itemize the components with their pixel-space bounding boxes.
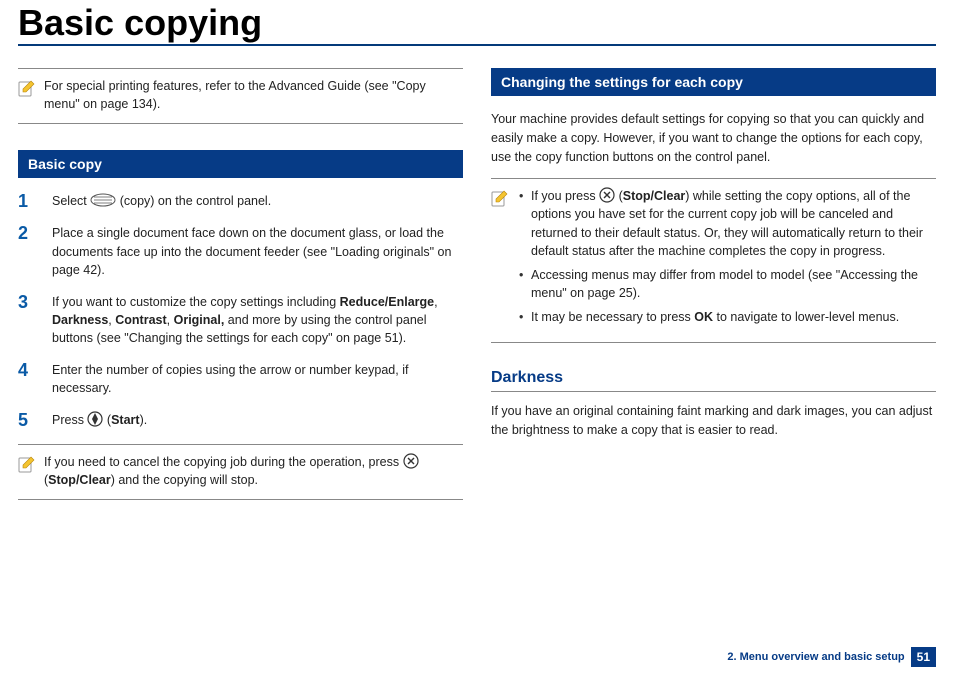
note-text-part: (Stop/Clear) and the copying will stop. [44,473,258,487]
page-footer: 2. Menu overview and basic setup 51 [727,647,936,667]
left-column: For special printing features, refer to … [18,68,463,500]
step-body: Select (copy) on the control panel. [52,192,463,210]
note-icon [18,79,36,97]
step-number: 5 [18,411,38,429]
chapter-label: 2. Menu overview and basic setup [727,651,904,663]
note-item: If you press (Stop/Clear) while setting … [517,187,936,260]
step: 5 Press (Start). [18,411,463,429]
note-item-text: If you press [531,189,599,203]
step-number: 3 [18,293,38,347]
step-body: If you want to customize the copy settin… [52,293,463,347]
note-text: For special printing features, refer to … [44,77,463,113]
note-icon [18,455,36,473]
subhead-darkness: Darkness [491,369,936,392]
step-body: Enter the number of copies using the arr… [52,361,463,397]
step-text: Press [52,413,87,427]
darkness-paragraph: If you have an original containing faint… [491,402,936,440]
note-item: Accessing menus may differ from model to… [517,266,936,302]
copy-icon [90,193,116,207]
step: 2 Place a single document face down on t… [18,224,463,278]
note-top: For special printing features, refer to … [18,68,463,124]
step-number: 1 [18,192,38,210]
step-text: Select [52,194,90,208]
step: 4 Enter the number of copies using the a… [18,361,463,397]
section-change-settings: Changing the settings for each copy [491,68,936,96]
section-basic-copy: Basic copy [18,150,463,178]
page-number: 51 [911,647,936,667]
note-bottom: If you need to cancel the copying job du… [18,444,463,500]
note-item: It may be necessary to press OK to navig… [517,308,936,326]
stop-clear-icon [599,187,615,203]
step: 1 Select (copy) on the control panel. [18,192,463,210]
step-number: 4 [18,361,38,397]
stop-clear-icon [403,453,419,469]
note-icon [491,189,509,207]
step: 3 If you want to customize the copy sett… [18,293,463,347]
step-text: (copy) on the control panel. [120,194,271,208]
note-text-part: If you need to cancel the copying job du… [44,455,403,469]
right-column: Changing the settings for each copy Your… [491,68,936,500]
note-text: If you press (Stop/Clear) while setting … [517,187,936,332]
note-text: If you need to cancel the copying job du… [44,453,463,489]
page-title: Basic copying [18,0,936,46]
content-columns: For special printing features, refer to … [18,68,936,500]
step-text: (Start). [107,413,147,427]
step-body: Press (Start). [52,411,463,429]
intro-paragraph: Your machine provides default settings f… [491,110,936,166]
note-right: If you press (Stop/Clear) while setting … [491,178,936,343]
step-body: Place a single document face down on the… [52,224,463,278]
step-number: 2 [18,224,38,278]
start-icon [87,411,103,427]
steps-list: 1 Select (copy) on the control panel. 2 … [18,192,463,429]
